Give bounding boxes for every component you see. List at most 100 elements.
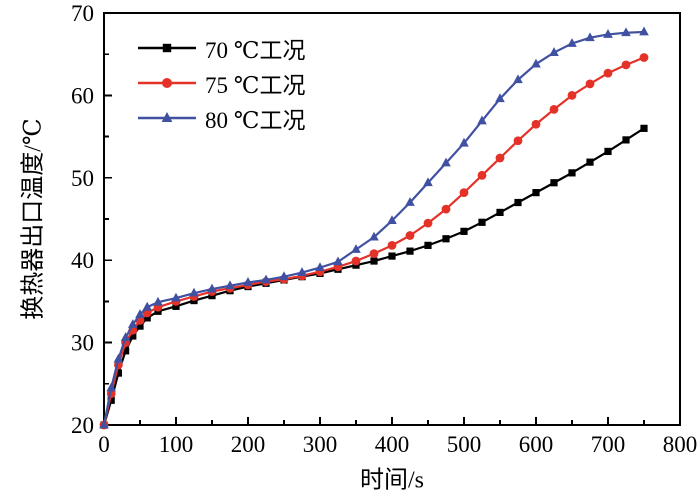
data-point-circle: [369, 249, 379, 259]
data-point-triangle: [128, 319, 138, 328]
data-point-triangle: [621, 27, 631, 37]
data-point-triangle: [405, 197, 415, 206]
data-point-triangle: [513, 74, 523, 84]
y-tick-label: 50: [71, 166, 94, 191]
data-point-square: [550, 179, 558, 187]
legend-label-75c: 75 ℃工况: [205, 72, 306, 98]
data-point-circle: [585, 79, 595, 89]
y-axis-title: 换热器出口温度/℃: [20, 118, 47, 320]
series-line: [102, 127, 645, 426]
data-point-triangle: [531, 58, 541, 68]
data-point-triangle: [142, 301, 152, 311]
data-point-triangle: [161, 111, 173, 122]
data-point-circle: [567, 91, 577, 100]
data-point-circle: [513, 136, 523, 146]
x-tick-label: 500: [447, 432, 482, 457]
data-point-square: [136, 322, 144, 330]
legend-marker-triangle-icon: [138, 111, 196, 122]
data-point-square: [478, 218, 486, 226]
data-point-circle: [639, 53, 649, 62]
x-tick-label: 800: [663, 432, 698, 457]
data-point-circle: [351, 256, 361, 266]
data-point-square: [442, 235, 450, 243]
data-point-triangle: [106, 382, 116, 392]
data-point-triangle: [120, 332, 131, 342]
legend-marker-square-icon: [138, 43, 196, 52]
data-point-square: [370, 257, 378, 265]
data-point-circle: [423, 218, 433, 228]
data-point-square: [107, 396, 115, 404]
data-point-triangle: [639, 26, 649, 36]
y-tick-label: 40: [71, 248, 94, 273]
data-point-square: [143, 314, 151, 322]
data-point-circle: [459, 188, 469, 198]
data-point-circle: [477, 170, 487, 180]
data-point-triangle: [207, 283, 217, 293]
data-point-triangle: [99, 419, 109, 429]
x-tick-label: 0: [98, 432, 110, 457]
data-point-triangle: [189, 287, 199, 297]
data-point-triangle: [279, 271, 289, 281]
data-point-circle: [531, 119, 541, 129]
data-point-square: [604, 147, 612, 156]
data-point-square: [496, 208, 504, 217]
data-point-triangle: [153, 296, 163, 306]
data-point-square: [114, 369, 122, 377]
x-tick-label: 200: [231, 432, 266, 457]
data-point-square: [532, 189, 540, 197]
data-point-triangle: [243, 277, 253, 286]
data-point-triangle: [603, 29, 613, 38]
data-point-square: [172, 302, 180, 310]
axis-ticks: [103, 12, 681, 426]
series-70c: [100, 124, 648, 429]
y-tick-label: 20: [71, 413, 94, 438]
legend-item-75c: 75 ℃工况: [138, 65, 305, 100]
data-point-square: [162, 43, 172, 52]
data-point-square: [622, 136, 630, 144]
data-point-triangle: [495, 93, 505, 103]
data-point-circle: [162, 77, 172, 88]
data-point-triangle: [135, 309, 145, 318]
data-point-triangle: [369, 231, 379, 241]
legend-label-80c: 80 ℃工况: [205, 107, 306, 133]
y-tick-label: 60: [71, 83, 94, 108]
series-80c: [99, 26, 649, 429]
legend-item-80c: 80 ℃工况: [138, 100, 305, 135]
tick-labels: 0 100 200 300 400 500 600 700 800 20 30 40 50 60 70: [71, 1, 697, 457]
data-point-square: [460, 227, 468, 235]
x-tick-label: 300: [303, 432, 338, 457]
data-point-triangle: [567, 38, 577, 47]
data-point-square: [388, 252, 396, 260]
y-tick-label: 30: [71, 331, 94, 356]
legend-marker-circle-icon: [138, 77, 196, 88]
data-point-square: [640, 124, 648, 132]
x-axis-title: 时间/s: [359, 467, 425, 494]
data-point-triangle: [225, 280, 235, 290]
data-point-triangle: [441, 157, 451, 167]
data-point-triangle: [459, 137, 469, 147]
data-point-triangle: [297, 267, 307, 276]
legend-item-70c: 70 ℃工况: [138, 30, 305, 65]
data-point-square: [406, 247, 414, 255]
data-point-square: [586, 158, 594, 166]
data-point-circle: [405, 231, 415, 240]
data-point-circle: [603, 68, 613, 78]
x-tick-label: 600: [519, 432, 554, 457]
data-point-triangle: [387, 215, 397, 225]
y-tick-label: 70: [71, 1, 94, 26]
data-point-triangle: [113, 353, 124, 363]
data-point-triangle: [315, 262, 325, 272]
x-tick-label: 100: [159, 432, 194, 457]
data-point-triangle: [477, 115, 487, 125]
data-point-circle: [387, 240, 397, 250]
data-point-circle: [549, 105, 559, 114]
data-point-circle: [441, 204, 451, 214]
data-point-triangle: [261, 274, 271, 284]
data-point-triangle: [333, 256, 343, 266]
x-tick-label: 700: [591, 432, 626, 457]
data-point-square: [122, 347, 130, 355]
legend-label-70c: 70 ℃工况: [205, 37, 306, 63]
x-tick-label: 400: [375, 432, 410, 457]
